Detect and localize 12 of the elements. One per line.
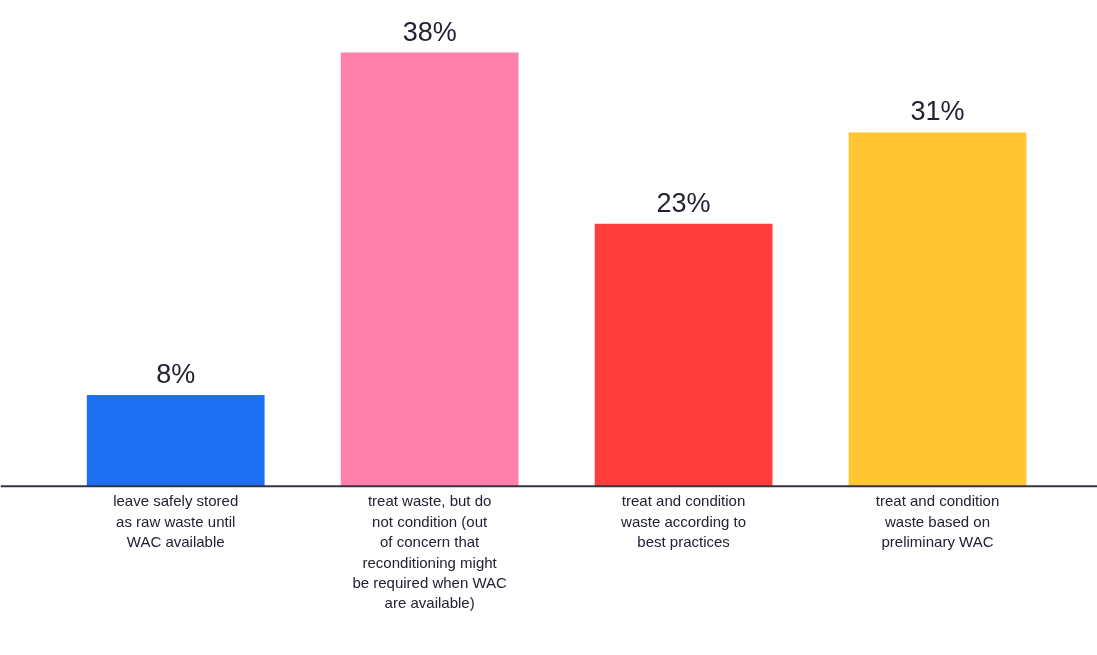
- x-tick-label: leave safely stored as raw waste until WAC available: [113, 492, 239, 551]
- bar: [594, 223, 773, 487]
- bar: [340, 52, 519, 487]
- bar: [86, 395, 265, 487]
- x-tick-label: treat and condition waste according to best practices: [620, 492, 747, 551]
- data-label: 8%: [156, 359, 196, 390]
- x-tick-label: treat and condition waste based on preliminary WAC: [875, 492, 1000, 551]
- data-label: 38%: [402, 16, 457, 47]
- data-label: 23%: [656, 187, 711, 218]
- x-tick-label: treat waste, but do not condition (out of concern that reconditioning might be required when WAC are available): [352, 492, 508, 612]
- bar: [848, 132, 1027, 487]
- data-label: 31%: [910, 96, 965, 127]
